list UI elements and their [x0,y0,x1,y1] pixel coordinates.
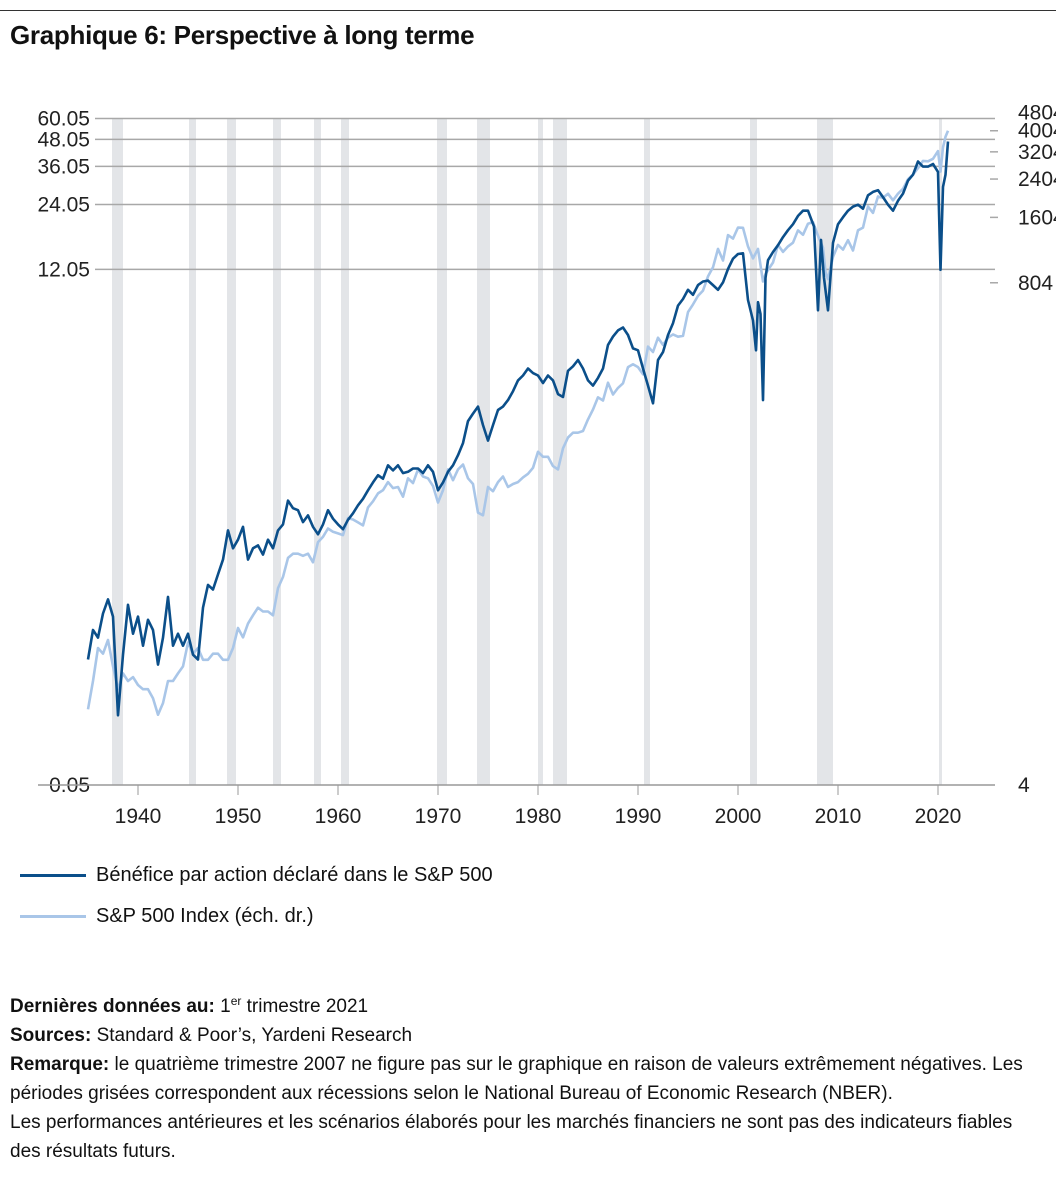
latest-num: 1 [220,996,231,1017]
gridlines [95,117,995,271]
left-axis-tick-label: 48.05 [37,128,90,151]
latest-sup: er [230,994,242,1008]
recession-band [750,118,757,786]
left-axis-tick-label: 24.05 [37,193,90,216]
remark-note: Remarque: le quatrième trimestre 2007 ne… [10,1050,1040,1108]
recession-bands [112,118,942,786]
recession-band [538,118,543,786]
legend-item-eps: Bénéfice par action déclaré dans le S&P … [20,864,493,887]
recession-band [644,118,650,786]
chart: 60.0548.0536.0524.0512.050.0548044004320… [37,101,1056,828]
legend-label-index: S&P 500 Index (éch. dr.) [96,905,314,927]
sources-label: Sources: [10,1025,92,1046]
left-axis-tick-label: 12.05 [37,258,90,281]
recession-band [112,118,123,786]
x-axis-tick-label: 2000 [715,805,762,828]
sources-text: Standard & Poor’s, Yardeni Research [96,1025,413,1046]
eps-series-line [86,141,950,717]
recession-band [314,118,321,786]
latest-rest: trimestre 2021 [241,996,369,1017]
right-axis-tick-label: 3204 [1018,141,1056,164]
right-axis-tick-label: 4004 [1018,120,1056,143]
legend-item-index: S&P 500 Index (éch. dr.) [20,905,314,928]
x-axis-tick-label: 1940 [115,805,162,828]
axes: 60.0548.0536.0524.0512.050.0548044004320… [37,101,1056,828]
disclaimer-note: Les performances antérieures et les scén… [10,1112,1013,1162]
top-rule [0,10,1056,11]
legend-swatch-eps [20,874,86,877]
legend-label-eps: Bénéfice par action déclaré dans le S&P … [96,864,493,886]
chart-title: Graphique 6: Perspective à long terme [10,20,475,50]
legend-swatch-index [20,915,86,918]
recession-band [553,118,567,786]
x-axis-tick-label: 1960 [315,805,362,828]
sp500-index-series-line [86,130,950,717]
series-lines [86,130,950,717]
remark-label: Remarque: [10,1054,110,1075]
left-axis-tick-label: 36.05 [37,155,90,178]
recession-band [341,118,349,786]
recession-band [817,118,833,786]
remark-text: le quatrième trimestre 2007 ne figure pa… [10,1054,1023,1104]
latest-data-note: Dernières données au: 1er trimestre 2021 [10,992,1040,1021]
x-axis-tick-label: 1990 [615,805,662,828]
x-axis-tick-label: 2010 [815,805,862,828]
x-axis-tick-label: 2020 [915,805,962,828]
left-axis-tick-label: 60.05 [37,107,90,130]
right-axis-tick-label: 1604 [1018,206,1056,229]
recession-band [437,118,447,786]
x-axis-tick-label: 1980 [515,805,562,828]
recession-band [939,118,942,786]
latest-label: Dernières données au: [10,996,215,1017]
recession-band [189,118,196,786]
footnotes: Dernières données au: 1er trimestre 2021… [10,992,1040,1166]
right-axis-tick-label: 4 [1018,774,1030,797]
sources-note: Sources: Standard & Poor’s, Yardeni Rese… [10,1021,1040,1050]
x-axis-tick-label: 1950 [215,805,262,828]
recession-band [273,118,281,786]
x-axis-tick-label: 1970 [415,805,462,828]
recession-band [477,118,490,786]
right-axis-tick-label: 804 [1018,272,1053,295]
right-axis-tick-label: 2404 [1018,168,1056,191]
recession-band [227,118,236,786]
